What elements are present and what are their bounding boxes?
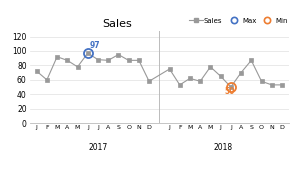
Text: Sales: Sales xyxy=(102,19,132,29)
Text: 97: 97 xyxy=(89,41,100,50)
Text: 50: 50 xyxy=(224,87,235,96)
Legend: Sales, Max, Min: Sales, Max, Min xyxy=(189,18,288,24)
Text: 2018: 2018 xyxy=(213,143,232,152)
Text: 2017: 2017 xyxy=(89,143,108,152)
